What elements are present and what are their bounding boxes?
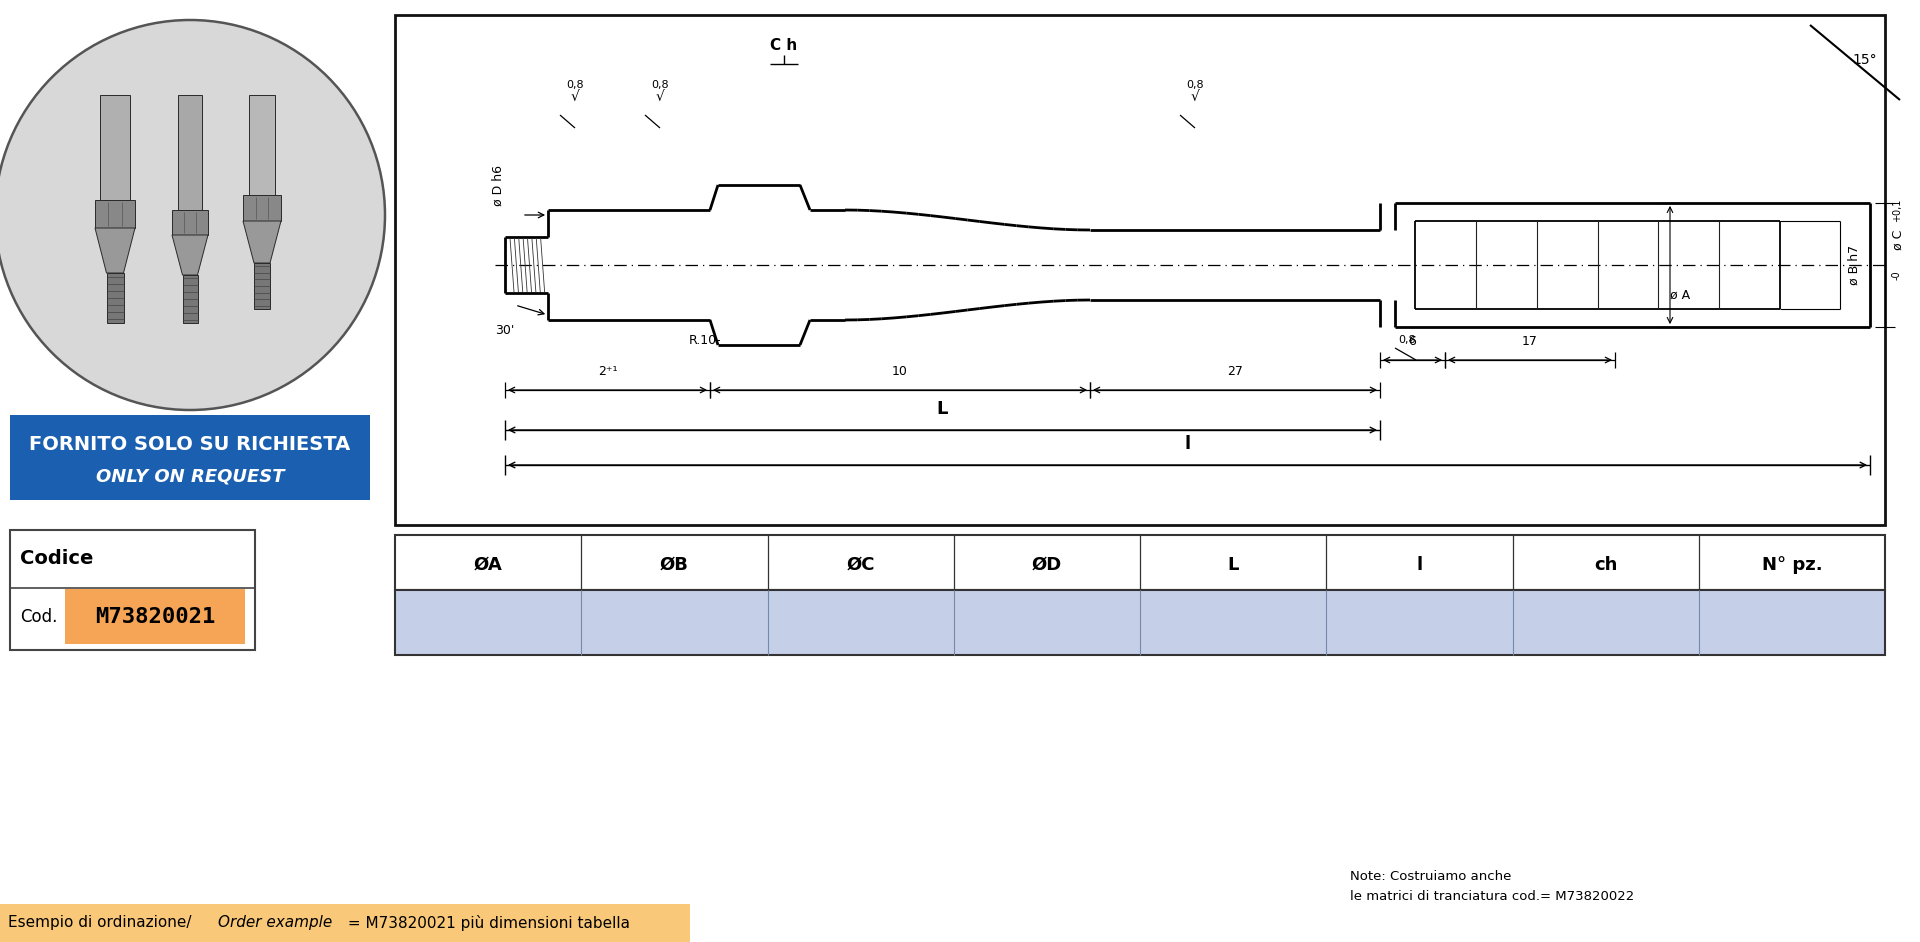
Text: ØD: ØD bbox=[1031, 556, 1062, 574]
Text: ø B h7: ø B h7 bbox=[1847, 245, 1860, 285]
FancyBboxPatch shape bbox=[182, 275, 198, 323]
Text: ø D h6: ø D h6 bbox=[492, 165, 505, 205]
FancyBboxPatch shape bbox=[10, 530, 255, 650]
Text: FORNITO SOLO SU RICHIESTA: FORNITO SOLO SU RICHIESTA bbox=[29, 435, 351, 454]
FancyBboxPatch shape bbox=[244, 195, 280, 221]
Text: = M73820021 più dimensioni tabella: = M73820021 più dimensioni tabella bbox=[344, 915, 630, 931]
Text: +0,1: +0,1 bbox=[1891, 199, 1903, 221]
Text: le matrici di tranciatura cod.= M73820022: le matrici di tranciatura cod.= M7382002… bbox=[1350, 889, 1634, 902]
FancyBboxPatch shape bbox=[250, 95, 275, 195]
Text: l: l bbox=[1185, 435, 1190, 453]
Text: N° pz.: N° pz. bbox=[1761, 556, 1822, 574]
Text: ø C: ø C bbox=[1891, 230, 1905, 251]
FancyBboxPatch shape bbox=[106, 273, 123, 323]
Text: C h: C h bbox=[770, 38, 797, 53]
Circle shape bbox=[0, 20, 386, 410]
FancyBboxPatch shape bbox=[179, 95, 202, 210]
Text: 10: 10 bbox=[893, 365, 908, 378]
Polygon shape bbox=[94, 228, 134, 273]
Text: M73820021: M73820021 bbox=[94, 608, 215, 627]
FancyBboxPatch shape bbox=[253, 263, 271, 309]
Text: 27: 27 bbox=[1227, 365, 1242, 378]
Text: √: √ bbox=[1190, 90, 1200, 104]
Text: L: L bbox=[1227, 556, 1238, 574]
Text: Cod.: Cod. bbox=[19, 609, 58, 626]
Text: ch: ch bbox=[1594, 556, 1617, 574]
Text: ONLY ON REQUEST: ONLY ON REQUEST bbox=[96, 467, 284, 485]
FancyBboxPatch shape bbox=[0, 904, 689, 942]
FancyBboxPatch shape bbox=[396, 15, 1885, 525]
Text: 15°: 15° bbox=[1853, 53, 1878, 67]
Text: 6: 6 bbox=[1409, 335, 1417, 348]
FancyBboxPatch shape bbox=[10, 415, 371, 500]
Text: ØC: ØC bbox=[847, 556, 876, 574]
FancyBboxPatch shape bbox=[65, 589, 246, 644]
Text: Note: Costruiamo anche: Note: Costruiamo anche bbox=[1350, 869, 1511, 883]
Text: 17: 17 bbox=[1523, 335, 1538, 348]
Text: 2⁺¹: 2⁺¹ bbox=[597, 365, 616, 378]
Text: 0,8: 0,8 bbox=[651, 80, 668, 90]
Text: Esempio di ordinazione/: Esempio di ordinazione/ bbox=[8, 916, 192, 931]
Text: Codice: Codice bbox=[19, 549, 94, 568]
Text: 0,8: 0,8 bbox=[1187, 80, 1204, 90]
Text: ø A: ø A bbox=[1670, 288, 1690, 301]
Text: ØA: ØA bbox=[474, 556, 503, 574]
Text: L: L bbox=[937, 400, 948, 418]
Text: ØB: ØB bbox=[660, 556, 689, 574]
Text: -0: -0 bbox=[1891, 270, 1903, 280]
FancyBboxPatch shape bbox=[396, 535, 1885, 590]
Text: 0,8: 0,8 bbox=[566, 80, 584, 90]
FancyBboxPatch shape bbox=[173, 210, 207, 235]
Text: 30': 30' bbox=[495, 323, 515, 336]
Text: √: √ bbox=[570, 90, 580, 104]
FancyBboxPatch shape bbox=[396, 590, 1885, 655]
FancyBboxPatch shape bbox=[94, 200, 134, 228]
Text: l: l bbox=[1417, 556, 1423, 574]
Text: 0,8: 0,8 bbox=[1398, 335, 1415, 345]
FancyBboxPatch shape bbox=[100, 95, 131, 200]
Text: √: √ bbox=[655, 90, 664, 104]
Polygon shape bbox=[244, 221, 280, 263]
Polygon shape bbox=[173, 235, 207, 275]
Text: Order example: Order example bbox=[219, 916, 332, 931]
Text: R.10-: R.10- bbox=[689, 333, 722, 347]
